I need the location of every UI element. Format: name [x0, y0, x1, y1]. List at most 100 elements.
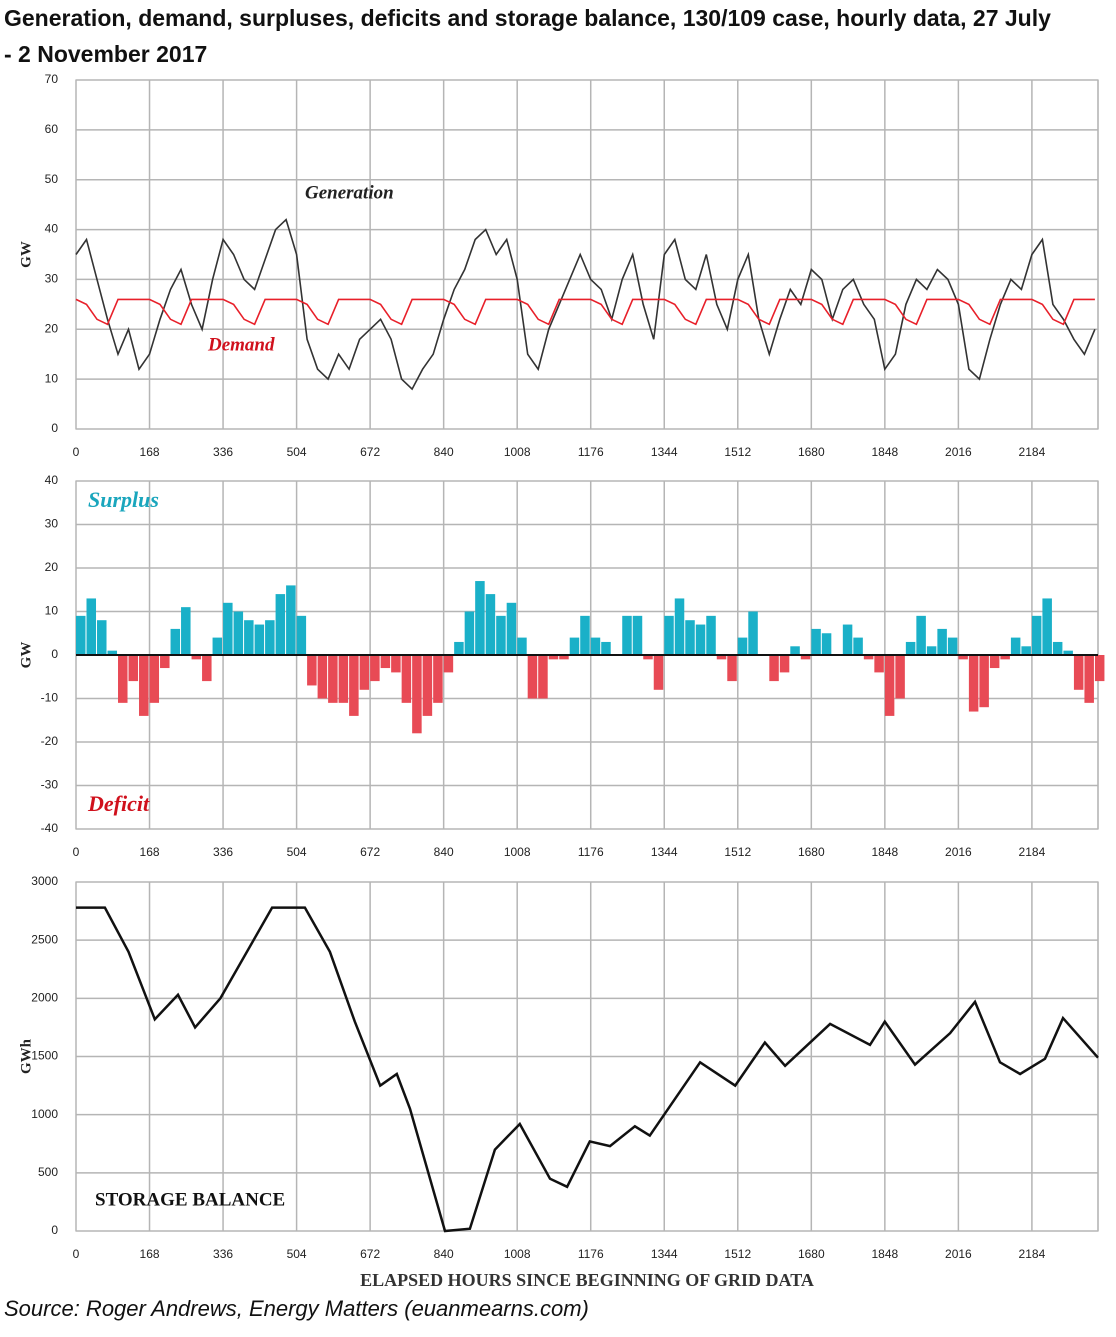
bar: [1000, 655, 1010, 660]
bar: [863, 655, 874, 660]
bar: [674, 598, 685, 655]
plot-area: [75, 79, 1099, 430]
x-tick-label: 504: [287, 845, 307, 859]
y-axis-label: GWh: [18, 1038, 34, 1074]
annotation: Demand: [207, 334, 275, 355]
bar: [370, 655, 380, 682]
bar: [800, 655, 811, 660]
x-tick-label: 1008: [504, 1247, 531, 1261]
x-tick-label: 1008: [504, 845, 531, 859]
x-tick-label: 2016: [945, 845, 972, 859]
bar: [317, 655, 328, 699]
bar: [790, 646, 800, 655]
bar: [695, 624, 706, 655]
bar: [842, 624, 853, 655]
x-tick-label: 2016: [945, 445, 972, 459]
bar: [391, 655, 401, 673]
bar: [412, 655, 422, 734]
annotation: Surplus: [88, 487, 159, 512]
x-tick-label: 840: [434, 445, 454, 459]
bar: [475, 581, 485, 655]
bar: [359, 655, 370, 690]
bar: [685, 620, 695, 655]
bar: [821, 633, 832, 655]
bar: [496, 615, 506, 655]
x-tick-label: 1512: [724, 845, 751, 859]
bar: [569, 637, 580, 655]
x-tick-label: 0: [73, 845, 80, 859]
bar: [1073, 655, 1084, 690]
bar: [454, 641, 464, 655]
bar: [139, 655, 149, 716]
y-tick-label: 2000: [31, 991, 58, 1005]
x-tick-label: 336: [213, 1247, 233, 1261]
x-tick-label: 2184: [1019, 1247, 1046, 1261]
bar: [538, 655, 548, 699]
bar: [86, 598, 97, 655]
x-tick-label: 1176: [578, 445, 604, 459]
bar: [716, 655, 727, 660]
bar: [1052, 641, 1063, 655]
y-tick-label: 30: [45, 272, 59, 286]
bar: [380, 655, 391, 669]
bar: [737, 637, 748, 655]
source: Source: Roger Andrews, Energy Matters (e…: [4, 1296, 589, 1321]
bar: [1021, 646, 1031, 655]
bar: [884, 655, 895, 716]
x-tick-label: 1680: [798, 845, 825, 859]
y-tick-label: 2500: [31, 932, 58, 946]
y-tick-label: 10: [45, 604, 59, 618]
bar: [853, 637, 863, 655]
y-tick-label: 500: [38, 1165, 58, 1179]
y-tick-label: 3000: [31, 874, 58, 888]
bar: [464, 611, 475, 655]
y-tick-label: 0: [51, 421, 58, 435]
y-axis-label: GW: [18, 241, 34, 268]
bar: [1042, 598, 1052, 655]
bar: [443, 655, 454, 673]
y-tick-label: 30: [45, 517, 59, 531]
line-series: [75, 298, 1095, 326]
bar: [989, 655, 1000, 669]
bar: [748, 611, 758, 655]
x-tick-label: 1848: [871, 445, 898, 459]
x-tick-label: 336: [213, 845, 233, 859]
bar: [517, 637, 527, 655]
x-tick-label: 840: [434, 845, 454, 859]
bar: [947, 637, 958, 655]
x-tick-label: 168: [140, 445, 160, 459]
bar: [727, 655, 737, 682]
y-tick-label: 40: [45, 222, 59, 236]
bar: [968, 655, 979, 712]
y-tick-label: 10: [45, 371, 59, 385]
bar: [653, 655, 664, 690]
bar: [160, 655, 170, 669]
bar: [506, 602, 517, 655]
x-tick-label: 336: [213, 445, 233, 459]
bar: [191, 655, 202, 660]
bar: [1010, 637, 1021, 655]
x-tick-label: 1680: [798, 445, 825, 459]
bar: [632, 615, 643, 655]
y-tick-label: 0: [51, 1223, 58, 1237]
y-tick-label: 20: [45, 560, 59, 574]
bar: [97, 620, 107, 655]
x-tick-label: 1176: [578, 845, 604, 859]
bar: [527, 655, 538, 699]
line-series: [75, 218, 1096, 391]
y-axis-label: GW: [18, 642, 34, 669]
x-tick-label: 2184: [1019, 445, 1046, 459]
y-tick-label: -20: [41, 734, 59, 748]
x-tick-label: 504: [287, 445, 307, 459]
bar: [937, 628, 947, 655]
y-tick-label: 70: [45, 72, 59, 86]
x-tick-label: 1512: [724, 445, 751, 459]
bar: [433, 655, 443, 703]
title-line: - 2 November 2017: [4, 41, 207, 67]
y-tick-label: 40: [45, 473, 59, 487]
x-tick-label: 1176: [578, 1247, 604, 1261]
bar: [926, 646, 937, 655]
bar: [202, 655, 212, 682]
x-tick-label: 1008: [504, 445, 531, 459]
bar: [874, 655, 884, 673]
